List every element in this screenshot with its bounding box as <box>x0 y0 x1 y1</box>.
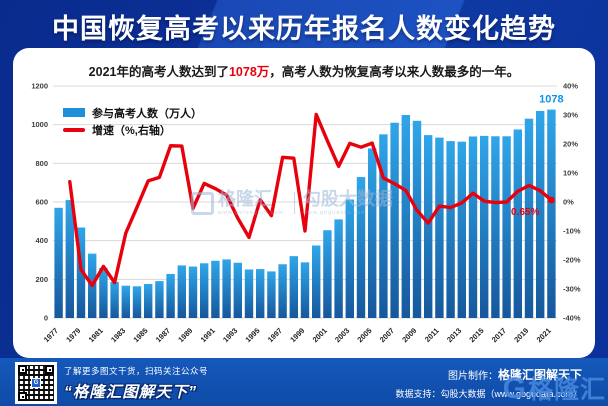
svg-text:1983: 1983 <box>109 326 127 344</box>
subtitle-pre: 2021年的高考人数达到了 <box>88 65 229 79</box>
svg-text:1989: 1989 <box>176 326 194 344</box>
svg-text:1000: 1000 <box>31 120 48 129</box>
svg-text:-40%: -40% <box>563 314 581 323</box>
svg-text:2015: 2015 <box>467 326 485 344</box>
svg-text:1995: 1995 <box>243 326 261 344</box>
x-axis-labels: 1977 1979 1981 1983 1985 1987 1989 1991 1993 1995… <box>42 326 553 344</box>
footer-credit-label: 图片制作： <box>447 371 498 382</box>
svg-text:10%: 10% <box>563 169 578 178</box>
legend-label-bars: 参与高考人数（万人） <box>92 107 202 120</box>
bar-series <box>54 109 556 318</box>
svg-text:-20%: -20% <box>563 256 581 265</box>
line-series-swatch-icon <box>63 127 85 132</box>
svg-text:1993: 1993 <box>221 326 239 344</box>
legend-label-line: 增速（%,右轴） <box>92 124 171 137</box>
qr-code: G <box>15 362 57 404</box>
svg-text:2009: 2009 <box>400 326 418 344</box>
legend-item-line: 增速（%,右轴） <box>63 121 202 138</box>
qr-finder-icon <box>18 365 27 374</box>
footer-band: G 了解更多图文干货，扫码关注公众号 “格隆汇图解天下” 图片制作：格隆汇图解天… <box>0 358 608 406</box>
svg-text:2007: 2007 <box>378 326 396 344</box>
qr-pattern: G <box>18 365 54 401</box>
growth-line <box>68 112 554 288</box>
qr-finder-icon <box>45 365 54 374</box>
last-bar-label: 1078 <box>539 94 563 106</box>
svg-text:2011: 2011 <box>423 326 441 344</box>
gelonghui-logo-text: 格隆汇 <box>527 376 606 404</box>
svg-text:1985: 1985 <box>131 326 149 344</box>
svg-text:1979: 1979 <box>64 326 82 344</box>
footer-brand-quote: “格隆汇图解天下” <box>64 384 198 401</box>
chart-card: 2021年的高考人数达到了1078万，高考人数为恢复高考以来人数最多的一年。 0… <box>13 48 595 358</box>
svg-text:800: 800 <box>35 159 48 168</box>
gelonghui-logo: G 格隆汇 <box>503 370 606 406</box>
svg-text:1981: 1981 <box>87 326 105 344</box>
svg-text:40%: 40% <box>563 82 578 91</box>
svg-text:2003: 2003 <box>333 326 351 344</box>
qr-finder-icon <box>18 392 27 401</box>
footer-credit-value: 格隆汇图解天下 <box>497 368 582 382</box>
svg-text:200: 200 <box>35 275 48 284</box>
svg-text:0: 0 <box>44 314 48 323</box>
svg-text:-30%: -30% <box>563 285 581 294</box>
svg-text:600: 600 <box>35 198 48 207</box>
footer-data-label: 数据支持：勾股大数据 <box>395 389 486 399</box>
footer-right-block: 图片制作：格隆汇图解天下 数据支持：勾股大数据（www.gogudata.com… <box>395 366 582 400</box>
svg-text:20%: 20% <box>563 140 578 149</box>
footer-qr-hint: 了解更多图文干货，扫码关注公众号 <box>64 366 209 376</box>
subtitle-post: ，高考人数为恢复高考以来人数最多的一年。 <box>269 65 520 79</box>
bar-line-chart: 0 200 400 600 800 1000 1200 40% 30% 20% 10% 0% -10% -… <box>31 82 581 345</box>
last-point-label: 0.65% <box>511 207 539 218</box>
svg-text:1997: 1997 <box>266 326 284 344</box>
svg-text:-10%: -10% <box>563 227 581 236</box>
svg-text:2005: 2005 <box>355 326 373 344</box>
svg-text:2021: 2021 <box>535 326 553 344</box>
svg-text:0%: 0% <box>563 198 574 207</box>
svg-text:2019: 2019 <box>512 326 530 344</box>
bar-series-swatch-icon <box>63 108 85 117</box>
gelonghui-logo-g-icon: G <box>502 371 526 405</box>
last-point-marker <box>548 196 555 204</box>
subtitle-highlight: 1078万 <box>228 65 270 79</box>
svg-text:1200: 1200 <box>31 82 48 91</box>
chart-legend: 参与高考人数（万人） 增速（%,右轴） <box>63 104 202 138</box>
svg-text:2017: 2017 <box>490 326 508 344</box>
svg-text:1999: 1999 <box>288 326 306 344</box>
qr-center-logo-icon: G <box>31 378 41 388</box>
footer-left-block: 了解更多图文干货，扫码关注公众号 “格隆汇图解天下” <box>64 365 208 402</box>
page-title: 中国恢复高考以来历年报名人数变化趋势 <box>52 14 556 44</box>
svg-text:1977: 1977 <box>42 326 60 344</box>
svg-text:400: 400 <box>35 236 48 245</box>
svg-text:30%: 30% <box>563 111 578 120</box>
svg-text:1987: 1987 <box>154 326 172 344</box>
svg-text:2013: 2013 <box>445 326 463 344</box>
footer-data-url: （www.gogudata.com） <box>485 389 582 399</box>
legend-item-bars: 参与高考人数（万人） <box>63 104 202 121</box>
chart-subtitle: 2021年的高考人数达到了1078万，高考人数为恢复高考以来人数最多的一年。 <box>13 61 595 80</box>
svg-text:2001: 2001 <box>311 326 329 344</box>
svg-text:1991: 1991 <box>199 326 217 344</box>
